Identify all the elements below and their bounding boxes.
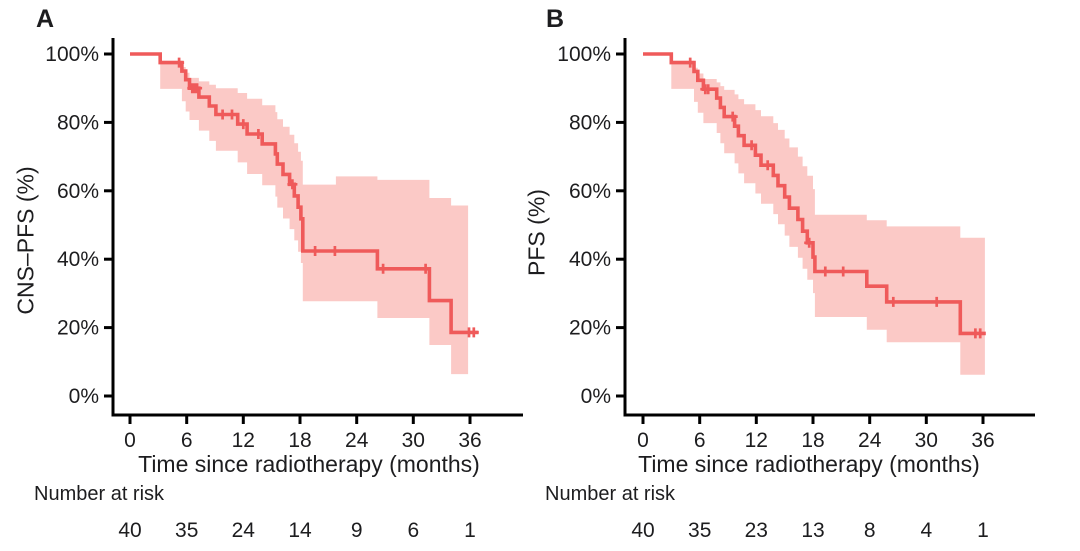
panel-b-x-axis-title: Time since radiotherapy (months) bbox=[638, 451, 980, 477]
x-tick-label: 18 bbox=[801, 429, 824, 452]
panel-a-number-at-risk-label: Number at risk bbox=[34, 483, 165, 505]
panel-a-y-axis-title: CNS–PFS (%) bbox=[12, 166, 39, 315]
y-tick-label: 40% bbox=[57, 248, 99, 271]
x-tick-label: 6 bbox=[694, 429, 706, 452]
y-tick-label: 100% bbox=[557, 43, 611, 66]
risk-count: 35 bbox=[688, 519, 711, 542]
confidence-band bbox=[130, 54, 469, 375]
km-panel-A: 0% 20% 40% 60% 80% 100% 0 6 12 18 24 30 36 40 35 24 14 9 6… bbox=[45, 38, 523, 542]
risk-count: 23 bbox=[745, 519, 768, 542]
y-tick-label: 0% bbox=[69, 385, 99, 408]
risk-count: 13 bbox=[801, 519, 824, 542]
km-curve bbox=[130, 52, 479, 335]
confidence-band bbox=[643, 54, 985, 375]
y-tick-label: 60% bbox=[57, 180, 99, 203]
panel-a-x-axis-title: Time since radiotherapy (months) bbox=[138, 451, 480, 477]
y-tick-label: 20% bbox=[57, 317, 99, 340]
risk-count: 9 bbox=[351, 519, 363, 542]
x-tick-label: 24 bbox=[858, 429, 882, 452]
x-tick-label: 6 bbox=[181, 429, 193, 452]
y-tick-label: 40% bbox=[569, 248, 611, 271]
panel-b-y-axis-title: PFS (%) bbox=[523, 189, 550, 276]
y-tick-label: 80% bbox=[57, 111, 99, 134]
x-tick-label: 24 bbox=[345, 429, 369, 452]
panel-a-letter: A bbox=[36, 5, 55, 33]
panel-b-letter: B bbox=[546, 5, 565, 33]
y-tick-label: 60% bbox=[569, 180, 611, 203]
risk-count: 24 bbox=[232, 519, 256, 542]
risk-count: 35 bbox=[175, 519, 198, 542]
censor-marks bbox=[174, 57, 479, 338]
risk-count: 4 bbox=[920, 519, 932, 542]
x-tick-label: 30 bbox=[402, 429, 425, 452]
risk-count: 1 bbox=[977, 519, 989, 542]
panel-b-number-at-risk-label: Number at risk bbox=[545, 483, 676, 505]
y-tick-label: 80% bbox=[569, 111, 611, 134]
risk-count: 8 bbox=[864, 519, 876, 542]
risk-count: 40 bbox=[631, 519, 654, 542]
risk-count: 14 bbox=[288, 519, 312, 542]
risk-count: 40 bbox=[118, 519, 141, 542]
km-panel-B: 0% 20% 40% 60% 80% 100% 0 6 12 18 24 30 36 40 35 23 13 8 4… bbox=[557, 38, 1035, 542]
y-tick-label: 20% bbox=[569, 317, 611, 340]
risk-count: 1 bbox=[464, 519, 476, 542]
x-tick-label: 12 bbox=[745, 429, 768, 452]
censor-marks bbox=[685, 57, 986, 339]
x-tick-label: 36 bbox=[971, 429, 994, 452]
risk-count: 6 bbox=[407, 519, 419, 542]
x-tick-label: 0 bbox=[124, 429, 136, 452]
x-tick-label: 0 bbox=[637, 429, 649, 452]
x-tick-label: 12 bbox=[232, 429, 255, 452]
x-tick-label: 36 bbox=[458, 429, 481, 452]
x-tick-label: 18 bbox=[288, 429, 311, 452]
x-tick-label: 30 bbox=[915, 429, 938, 452]
y-tick-label: 0% bbox=[581, 385, 611, 408]
y-tick-label: 100% bbox=[45, 43, 99, 66]
